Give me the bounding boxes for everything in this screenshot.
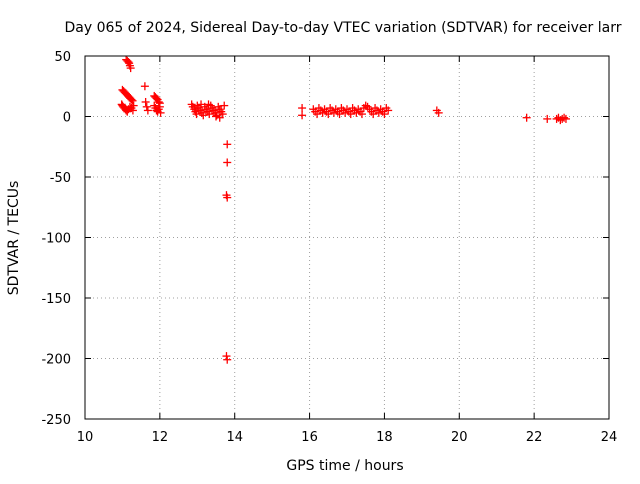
data-point-plus bbox=[223, 355, 232, 364]
data-point-plus bbox=[380, 110, 389, 119]
data-point-plus bbox=[324, 110, 333, 119]
data-point-plus bbox=[561, 114, 570, 123]
data-point-plus bbox=[341, 108, 350, 117]
data-point-plus bbox=[128, 96, 137, 105]
x-tick-label: 16 bbox=[301, 430, 318, 445]
x-tick-label: 24 bbox=[601, 430, 618, 445]
data-point-plus bbox=[199, 111, 208, 120]
data-point-plus bbox=[352, 108, 361, 117]
y-tick-label: -50 bbox=[50, 171, 71, 186]
data-point-plus bbox=[560, 113, 569, 122]
x-tick-label: 20 bbox=[451, 430, 468, 445]
data-point-plus bbox=[197, 100, 206, 109]
data-point-plus bbox=[346, 110, 355, 119]
data-point-plus bbox=[357, 110, 366, 119]
y-tick-label: -200 bbox=[41, 353, 71, 368]
data-point-plus bbox=[220, 101, 229, 110]
data-point-plus bbox=[142, 102, 151, 111]
data-point-plus bbox=[335, 110, 344, 119]
data-point-plus bbox=[154, 97, 163, 106]
data-point-plus bbox=[127, 95, 136, 104]
data-point-plus bbox=[215, 113, 224, 122]
y-tick-labels: -250 -200 -150 -100 -50 0 50 bbox=[41, 50, 71, 428]
data-point-plus bbox=[369, 110, 378, 119]
data-point-plus bbox=[361, 101, 370, 110]
data-point-plus bbox=[434, 108, 443, 117]
data-point-plus bbox=[543, 114, 552, 123]
x-tick-label: 22 bbox=[526, 430, 543, 445]
data-point-plus bbox=[155, 102, 164, 111]
x-tick-label: 18 bbox=[376, 430, 393, 445]
data-point-plus bbox=[313, 110, 322, 119]
data-point-plus bbox=[124, 58, 133, 67]
data-point-plus bbox=[141, 97, 150, 106]
y-axis-label: SDTVAR / TECUs bbox=[6, 181, 22, 296]
data-point-plus bbox=[318, 108, 327, 117]
x-tick-label: 12 bbox=[152, 430, 169, 445]
data-point-plus bbox=[384, 106, 393, 115]
chart-title: Day 065 of 2024, Sidereal Day-to-day VTE… bbox=[65, 20, 622, 36]
axis-ticks bbox=[84, 55, 610, 420]
data-point-plus bbox=[212, 112, 220, 121]
data-point-plus bbox=[126, 64, 135, 73]
data-point-plus bbox=[192, 110, 201, 119]
data-point-plus bbox=[522, 113, 531, 122]
data-point-plus bbox=[128, 106, 137, 115]
data-point-plus bbox=[140, 82, 149, 91]
y-tick-label: -250 bbox=[41, 413, 71, 428]
y-tick-label: 50 bbox=[54, 50, 71, 65]
data-point-plus bbox=[374, 108, 383, 117]
data-point-plus bbox=[223, 193, 232, 202]
x-tick-label: 10 bbox=[77, 430, 94, 445]
data-point-plus bbox=[298, 111, 307, 120]
data-point-plus bbox=[129, 101, 138, 110]
data-point-plus bbox=[143, 106, 152, 115]
data-point-plus bbox=[156, 108, 165, 117]
data-point-plus bbox=[223, 158, 232, 167]
x-tick-label: 14 bbox=[226, 430, 243, 445]
data-point-plus bbox=[223, 140, 232, 149]
x-axis-label: GPS time / hours bbox=[286, 458, 403, 474]
data-point-plus bbox=[205, 110, 214, 119]
data-point-plus bbox=[204, 100, 213, 109]
data-point-plus bbox=[222, 352, 231, 361]
data-point-plus bbox=[298, 104, 307, 113]
y-tick-label: -150 bbox=[41, 292, 71, 307]
y-tick-label: -100 bbox=[41, 232, 71, 247]
data-point-plus bbox=[329, 108, 338, 117]
data-points bbox=[117, 55, 570, 364]
y-tick-label: 0 bbox=[63, 111, 71, 126]
x-tick-labels: 10 12 14 16 18 20 22 24 bbox=[77, 430, 618, 445]
